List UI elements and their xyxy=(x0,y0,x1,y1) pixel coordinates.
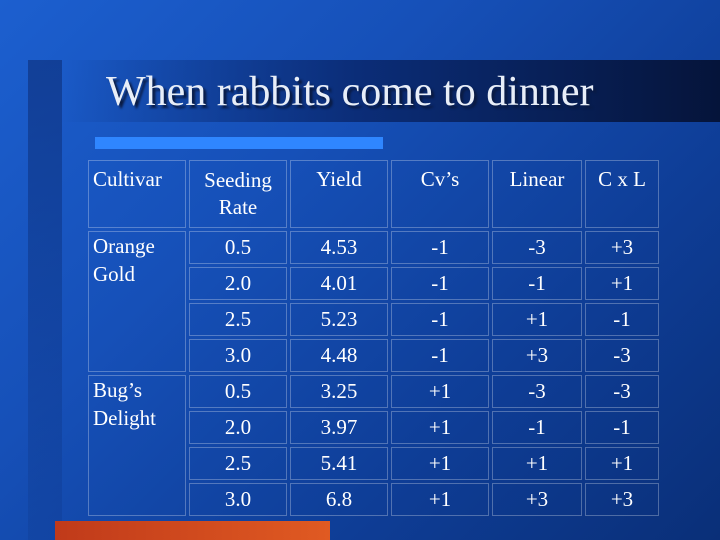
decorative-left-shade xyxy=(28,60,62,540)
table-row: 2.0 3.97 +1 -1 -1 xyxy=(88,411,659,444)
title-band xyxy=(60,60,720,122)
cell-yield: 5.41 xyxy=(290,447,388,480)
header-linear: Linear xyxy=(492,160,582,228)
cell-cxl: -1 xyxy=(585,303,659,336)
cell-yield: 4.48 xyxy=(290,339,388,372)
cell-cxl: -3 xyxy=(585,375,659,408)
cell-cv: -1 xyxy=(391,339,489,372)
cell-linear: +1 xyxy=(492,303,582,336)
table-row: 3.0 6.8 +1 +3 +3 xyxy=(88,483,659,516)
cell-cv: +1 xyxy=(391,483,489,516)
cultivar-orange-gold: Orange Gold xyxy=(88,231,186,372)
data-table: Cultivar Seeding Rate Yield Cv’s Linear … xyxy=(85,157,662,519)
table-row: 2.0 4.01 -1 -1 +1 xyxy=(88,267,659,300)
cell-rate: 3.0 xyxy=(189,339,287,372)
header-yield: Yield xyxy=(290,160,388,228)
cell-rate: 2.5 xyxy=(189,447,287,480)
cell-linear: -3 xyxy=(492,231,582,264)
bottom-accent-bar xyxy=(55,521,330,540)
cell-rate: 0.5 xyxy=(189,231,287,264)
cell-cv: -1 xyxy=(391,303,489,336)
accent-bar xyxy=(95,137,383,149)
cell-cxl: -1 xyxy=(585,411,659,444)
cell-cxl: +3 xyxy=(585,483,659,516)
table-row: Orange Gold 0.5 4.53 -1 -3 +3 xyxy=(88,231,659,372)
cell-yield: 4.01 xyxy=(290,267,388,300)
cell-cxl: -3 xyxy=(585,339,659,372)
table-header-row: Cultivar Seeding Rate Yield Cv’s Linear … xyxy=(88,160,659,228)
cell-linear: -3 xyxy=(492,375,582,408)
cell-yield: 3.97 xyxy=(290,411,388,444)
cell-rate: 0.5 xyxy=(189,375,287,408)
cell-rate: 2.5 xyxy=(189,303,287,336)
table-row: 3.0 4.48 -1 +3 -3 xyxy=(88,339,659,372)
header-seeding-line2: Rate xyxy=(218,195,258,219)
table-row: 2.5 5.41 +1 +1 +1 xyxy=(88,447,659,480)
cell-rate: 3.0 xyxy=(189,483,287,516)
cell-cv: +1 xyxy=(391,411,489,444)
cell-cv: -1 xyxy=(391,231,489,264)
header-seeding-line1: Seeding xyxy=(204,168,272,192)
cell-cxl: +1 xyxy=(585,447,659,480)
slide-title: When rabbits come to dinner xyxy=(106,69,594,115)
cell-cv: +1 xyxy=(391,375,489,408)
header-seeding-rate: Seeding Rate xyxy=(189,160,287,228)
cell-linear: +3 xyxy=(492,339,582,372)
cell-yield: 4.53 xyxy=(290,231,388,264)
cell-rate: 2.0 xyxy=(189,267,287,300)
cell-cxl: +1 xyxy=(585,267,659,300)
cell-rate: 2.0 xyxy=(189,411,287,444)
header-cultivar: Cultivar xyxy=(88,160,186,228)
cell-linear: +3 xyxy=(492,483,582,516)
table-row: Bug’s Delight 0.5 3.25 +1 -3 -3 xyxy=(88,375,659,516)
cell-cv: +1 xyxy=(391,447,489,480)
cell-linear: -1 xyxy=(492,267,582,300)
cell-yield: 3.25 xyxy=(290,375,388,408)
cell-linear: -1 xyxy=(492,411,582,444)
cell-linear: +1 xyxy=(492,447,582,480)
cell-yield: 5.23 xyxy=(290,303,388,336)
header-cvs: Cv’s xyxy=(391,160,489,228)
cell-cv: -1 xyxy=(391,267,489,300)
cell-cxl: +3 xyxy=(585,231,659,264)
cell-yield: 6.8 xyxy=(290,483,388,516)
header-cxl: C x L xyxy=(585,160,659,228)
cultivar-bugs-delight: Bug’s Delight xyxy=(88,375,186,516)
table-row: 2.5 5.23 -1 +1 -1 xyxy=(88,303,659,336)
